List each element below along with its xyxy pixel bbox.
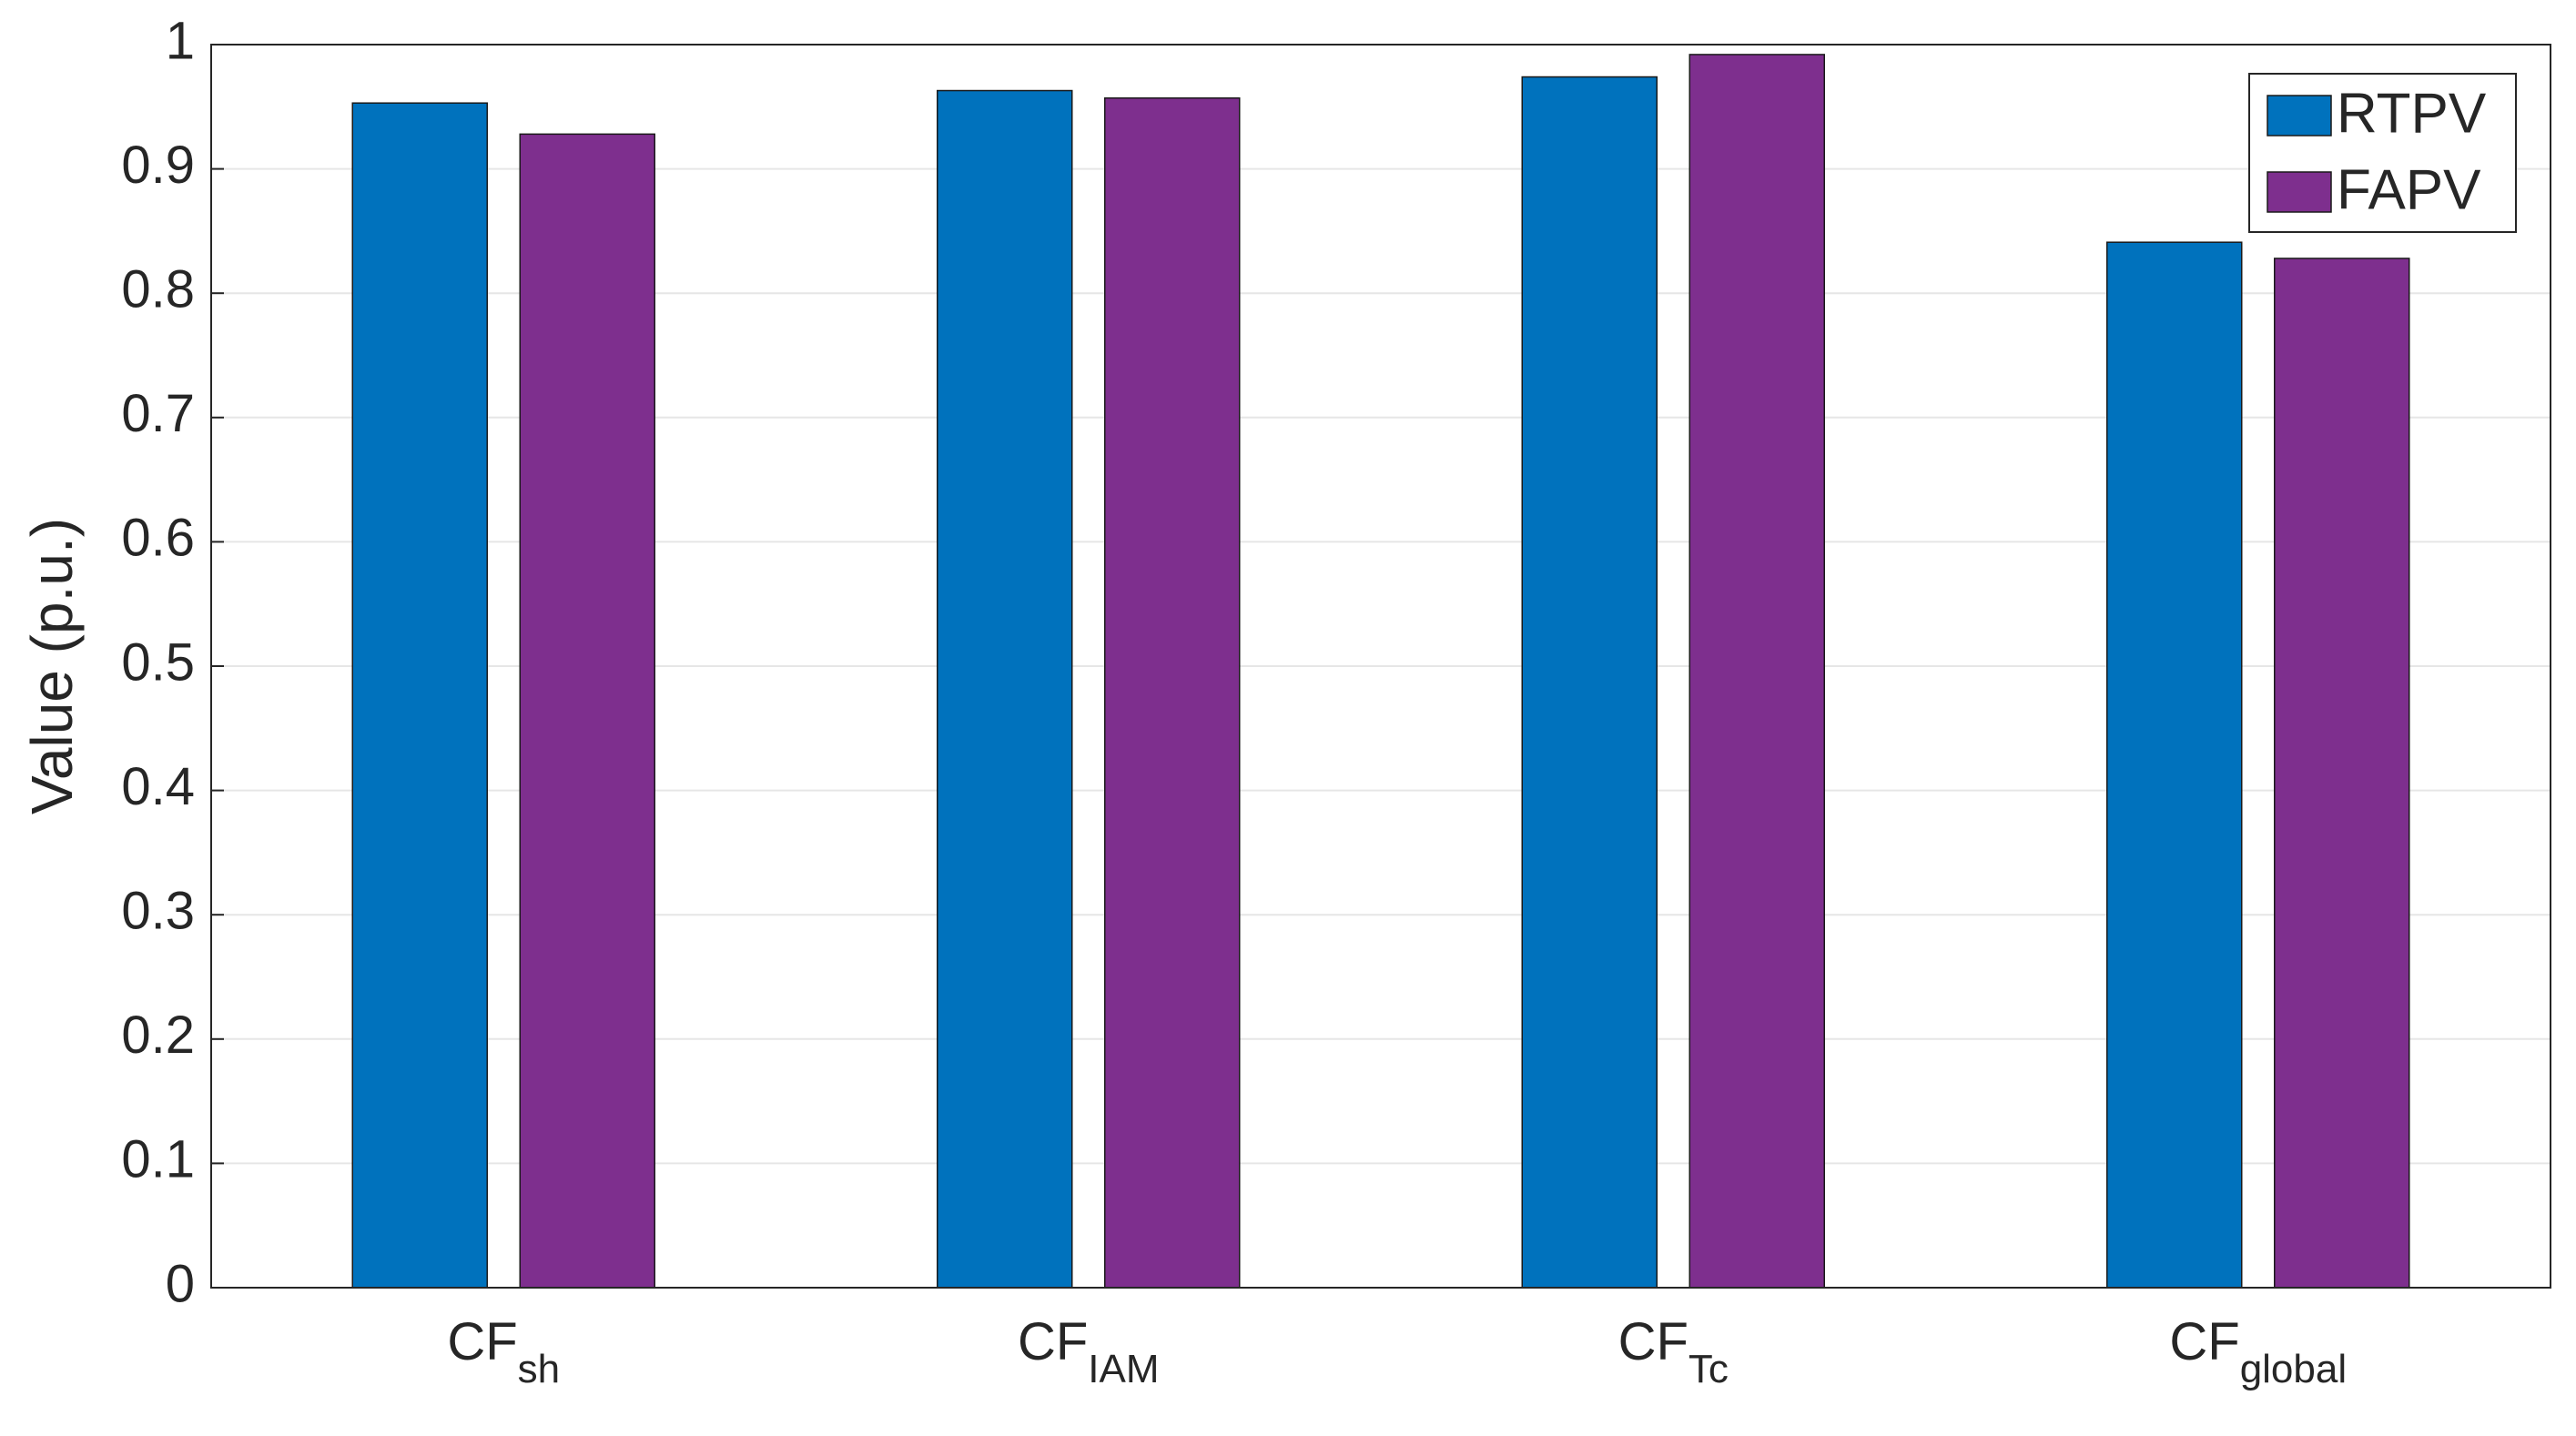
x-tick-label: CFTc bbox=[1618, 1312, 1729, 1390]
x-tick-label: CFIAM bbox=[1018, 1312, 1160, 1390]
y-tick-label: 0 bbox=[166, 1254, 195, 1313]
y-tick-label: 0.6 bbox=[121, 509, 195, 568]
category-sub: IAM bbox=[1088, 1347, 1159, 1391]
bar bbox=[937, 89, 1073, 1289]
bar bbox=[1521, 76, 1658, 1289]
bar bbox=[1104, 96, 1241, 1289]
x-tick-label: CFsh bbox=[447, 1312, 560, 1390]
category-sub: Tc bbox=[1689, 1347, 1729, 1391]
category-main: CF bbox=[447, 1312, 517, 1371]
bar bbox=[2274, 258, 2410, 1289]
legend-label: RTPV bbox=[2337, 82, 2487, 145]
y-tick-label: 1 bbox=[166, 11, 195, 70]
bar bbox=[1689, 54, 1825, 1289]
category-main: CF bbox=[1018, 1312, 1088, 1371]
axes-box bbox=[210, 44, 2551, 1289]
category-main: CF bbox=[2169, 1312, 2239, 1371]
y-tick-label: 0.8 bbox=[121, 260, 195, 319]
y-tick-label: 0.4 bbox=[121, 757, 195, 816]
y-tick-label: 0.2 bbox=[121, 1006, 195, 1065]
bar bbox=[519, 133, 655, 1289]
y-tick-label: 0.5 bbox=[121, 632, 195, 692]
y-axis-label: Value (p.u.) bbox=[19, 518, 85, 814]
legend-label: FAPV bbox=[2337, 158, 2481, 221]
category-sub: sh bbox=[518, 1347, 560, 1391]
y-tick-label: 0.1 bbox=[121, 1130, 195, 1189]
category-main: CF bbox=[1618, 1312, 1689, 1371]
x-tick-label: CFglobal bbox=[2169, 1312, 2347, 1390]
bar bbox=[2106, 241, 2243, 1289]
category-sub: global bbox=[2240, 1347, 2347, 1391]
legend-swatch bbox=[2267, 95, 2332, 137]
legend-swatch bbox=[2267, 171, 2332, 213]
y-tick-label: 0.9 bbox=[121, 136, 195, 195]
y-tick-label: 0.3 bbox=[121, 882, 195, 941]
y-tick-label: 0.7 bbox=[121, 384, 195, 443]
bar bbox=[351, 102, 488, 1289]
